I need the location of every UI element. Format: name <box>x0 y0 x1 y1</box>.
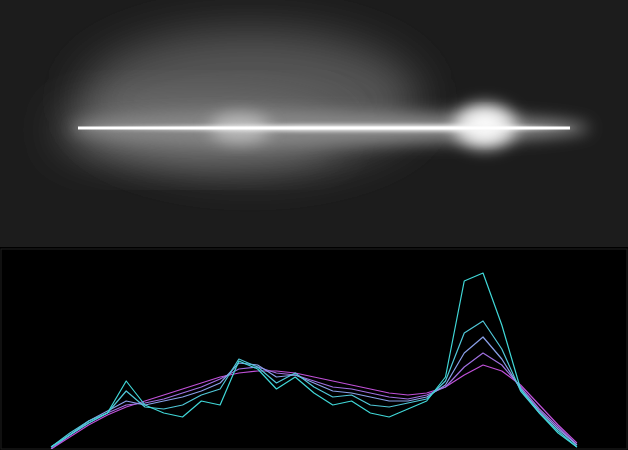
profile-line <box>51 365 577 449</box>
photo-background <box>0 0 628 247</box>
photo <box>0 0 628 247</box>
figure <box>0 0 628 450</box>
profile-line <box>51 321 577 447</box>
profile-line <box>51 273 577 447</box>
plot-frame <box>1 249 627 449</box>
profile-line <box>51 353 577 449</box>
profile-line <box>51 337 577 447</box>
filament <box>70 125 578 131</box>
filament-core <box>78 127 570 130</box>
plot-background <box>0 247 628 450</box>
plot-area <box>51 273 577 449</box>
